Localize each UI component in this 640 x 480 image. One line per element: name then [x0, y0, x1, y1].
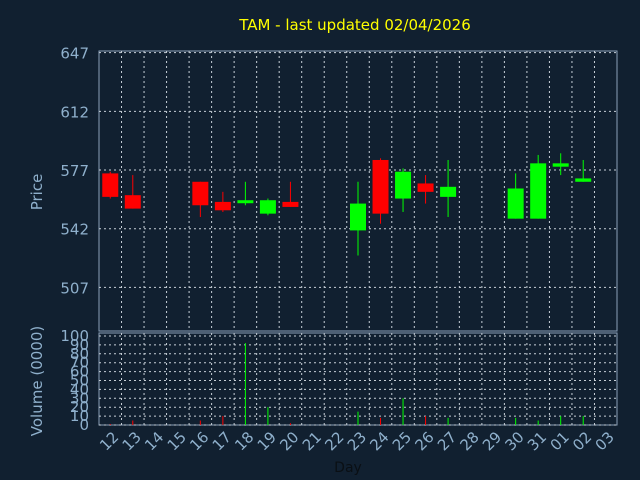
- candle-body: [259, 200, 276, 214]
- candle-body: [350, 203, 366, 231]
- price-plot-frame: [98, 50, 618, 332]
- candle-body: [192, 181, 209, 206]
- candle-body: [507, 188, 524, 219]
- candle-body: [214, 201, 231, 211]
- price-grid: [99, 51, 617, 331]
- volume-tick-label: 70: [70, 354, 89, 372]
- candle-body: [237, 200, 254, 204]
- price-tick-labels: 507 542 577 612 647: [60, 45, 89, 298]
- price-tick-label: 647: [60, 45, 89, 63]
- volume-tick-label: 100: [60, 327, 89, 345]
- candle-body: [575, 178, 592, 182]
- volume-tick-label: 10: [70, 407, 89, 425]
- x-tick-labels: 1213141516171819202122232425262728293031…: [96, 428, 618, 454]
- volume-tick-label: 30: [70, 389, 89, 407]
- candle-body: [395, 171, 412, 199]
- volume-tick-label: 0: [79, 416, 89, 434]
- candle-body: [372, 159, 389, 214]
- volume-tick-label: 80: [70, 345, 89, 363]
- volume-tick-label: 90: [70, 336, 89, 354]
- candle-body: [440, 186, 457, 197]
- candle-body: [102, 173, 119, 197]
- price-panel: 507 542 577 612 647 Price: [28, 45, 618, 332]
- price-tick-label: 612: [60, 103, 89, 121]
- candle-body: [552, 163, 569, 167]
- price-axis-label: Price: [28, 174, 46, 211]
- volume-grid: [99, 333, 617, 426]
- volume-tick-label: 50: [70, 372, 89, 390]
- candle-body: [530, 163, 547, 219]
- volume-plot-frame: [98, 332, 618, 426]
- candle-body: [124, 195, 141, 209]
- volume-bars: [109, 343, 584, 425]
- price-tick-label: 507: [60, 279, 89, 297]
- candles: [102, 153, 592, 256]
- price-tick-label: 542: [60, 221, 89, 239]
- candle-body: [417, 183, 434, 192]
- volume-tick-label: 20: [70, 398, 89, 416]
- volume-tick-label: 40: [70, 380, 89, 398]
- x-tick-label: 03: [592, 428, 618, 454]
- chart-title: TAM - last updated 02/04/2026: [238, 16, 471, 34]
- volume-axis-label: Volume (0000): [28, 326, 46, 436]
- x-axis-label: Day: [334, 460, 362, 476]
- volume-tick-label: 60: [70, 363, 89, 381]
- price-tick-label: 577: [60, 162, 89, 180]
- candle-body: [282, 201, 299, 207]
